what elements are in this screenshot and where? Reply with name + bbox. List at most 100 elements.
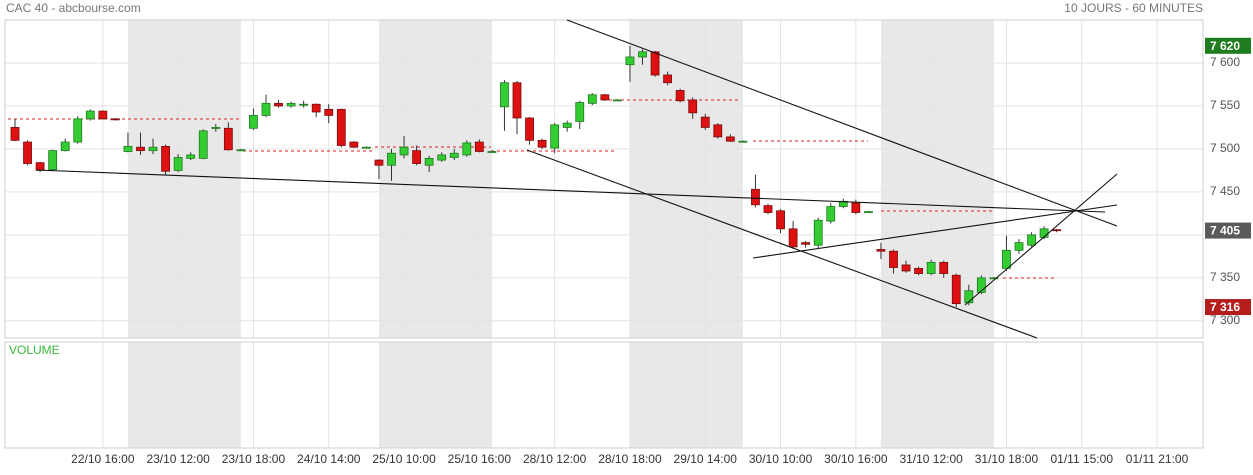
y-tick-label: 7 600 — [1210, 55, 1240, 69]
candle-body — [148, 146, 158, 152]
trend-line — [36, 169, 1106, 213]
candle-body — [688, 99, 698, 114]
x-tick-label: 30/10 16:00 — [824, 452, 888, 466]
chart-title: CAC 40 - abcbourse.com — [6, 1, 141, 15]
candle-body — [48, 150, 58, 170]
candle-body — [713, 124, 723, 138]
candle-body — [111, 118, 120, 121]
price-marker — [1205, 222, 1251, 239]
candle-body — [73, 118, 83, 143]
price-marker-label: 7 405 — [1210, 224, 1240, 238]
candle-body — [550, 124, 560, 149]
candle-body — [989, 277, 999, 280]
candle-body — [650, 51, 660, 76]
candle-body — [562, 122, 572, 128]
trend-line — [964, 173, 1118, 306]
trend-line — [752, 204, 1118, 259]
price-marker — [1205, 299, 1251, 316]
candle-body — [424, 157, 434, 166]
candle-body — [23, 141, 32, 164]
candle-body — [173, 157, 183, 171]
candle-body — [136, 146, 145, 152]
candle-body — [35, 162, 45, 171]
candle-body — [663, 74, 672, 84]
session-band — [629, 20, 743, 338]
candle-body — [1002, 249, 1011, 269]
trend-line — [566, 19, 1118, 227]
candle-body — [474, 141, 484, 152]
session-band — [378, 342, 492, 448]
candle-body — [851, 202, 861, 213]
candle-body — [161, 145, 171, 172]
candle-body — [725, 136, 735, 142]
x-tick-label: 29/10 14:00 — [674, 452, 738, 466]
session-band — [880, 342, 994, 448]
candle-body — [236, 149, 246, 152]
x-tick-label: 28/10 12:00 — [523, 452, 587, 466]
candle-body — [625, 56, 635, 66]
candle-body — [85, 110, 95, 120]
volume-panel — [4, 341, 1204, 449]
session-band — [127, 342, 241, 448]
x-tick-label: 25/10 16:00 — [448, 452, 512, 466]
candle-body — [361, 146, 371, 149]
candle-body — [123, 145, 133, 152]
x-tick-label: 01/11 21:00 — [1126, 452, 1189, 466]
candle-body — [198, 130, 208, 159]
chart-subtitle: 10 JOURS - 60 MINUTES — [1064, 1, 1203, 15]
x-tick-label: 22/10 16:00 — [71, 452, 135, 466]
candle-body — [1052, 229, 1062, 232]
candle-body — [449, 152, 459, 158]
candle-body — [1014, 242, 1024, 251]
candle-body — [926, 261, 936, 274]
candle-body — [813, 219, 823, 246]
x-tick-label: 28/10 18:00 — [598, 452, 662, 466]
candle-body — [876, 249, 886, 252]
candle-body — [1027, 234, 1036, 246]
candle-body — [613, 99, 622, 102]
candle-body — [98, 110, 108, 120]
candle-body — [399, 146, 409, 156]
candle-body — [261, 102, 271, 116]
y-tick-label: 7 550 — [1210, 98, 1240, 112]
x-tick-label: 23/10 18:00 — [222, 452, 286, 466]
session-band — [629, 342, 743, 448]
y-tick-label: 7 450 — [1210, 184, 1240, 198]
x-tick-label: 31/10 18:00 — [975, 452, 1039, 466]
candle-body — [10, 127, 20, 141]
candle-body — [374, 159, 384, 166]
candle-body — [951, 274, 961, 305]
candle-body — [964, 290, 974, 304]
candle-body — [387, 152, 396, 166]
candles — [10, 45, 1062, 308]
candle-body — [437, 154, 447, 161]
session-band — [378, 20, 492, 338]
candle-body — [349, 141, 359, 148]
candle-body — [512, 82, 522, 119]
candle-body — [211, 127, 221, 129]
candle-body — [600, 94, 610, 101]
trend-lines — [36, 19, 1118, 339]
x-tick-label: 30/10 10:00 — [749, 452, 813, 466]
candle-body — [700, 116, 710, 128]
candle-body — [286, 102, 296, 107]
y-tick-label: 7 300 — [1210, 313, 1240, 327]
x-tick-label: 23/10 12:00 — [146, 452, 210, 466]
candle-body — [638, 51, 647, 58]
y-tick-label: 7 500 — [1210, 141, 1240, 155]
session-shading — [127, 20, 994, 448]
candle-body — [525, 117, 534, 141]
price-panel — [4, 19, 1204, 339]
grid — [5, 20, 1203, 448]
reference-levels — [8, 99, 1055, 279]
candle-body — [826, 206, 836, 222]
candle-body — [976, 277, 986, 293]
x-tick-label: 25/10 10:00 — [372, 452, 436, 466]
candle-body — [412, 150, 422, 164]
price-marker — [1205, 37, 1251, 54]
price-marker-label: 7 316 — [1210, 300, 1240, 314]
candle-body — [324, 108, 334, 116]
candle-body — [788, 228, 798, 248]
